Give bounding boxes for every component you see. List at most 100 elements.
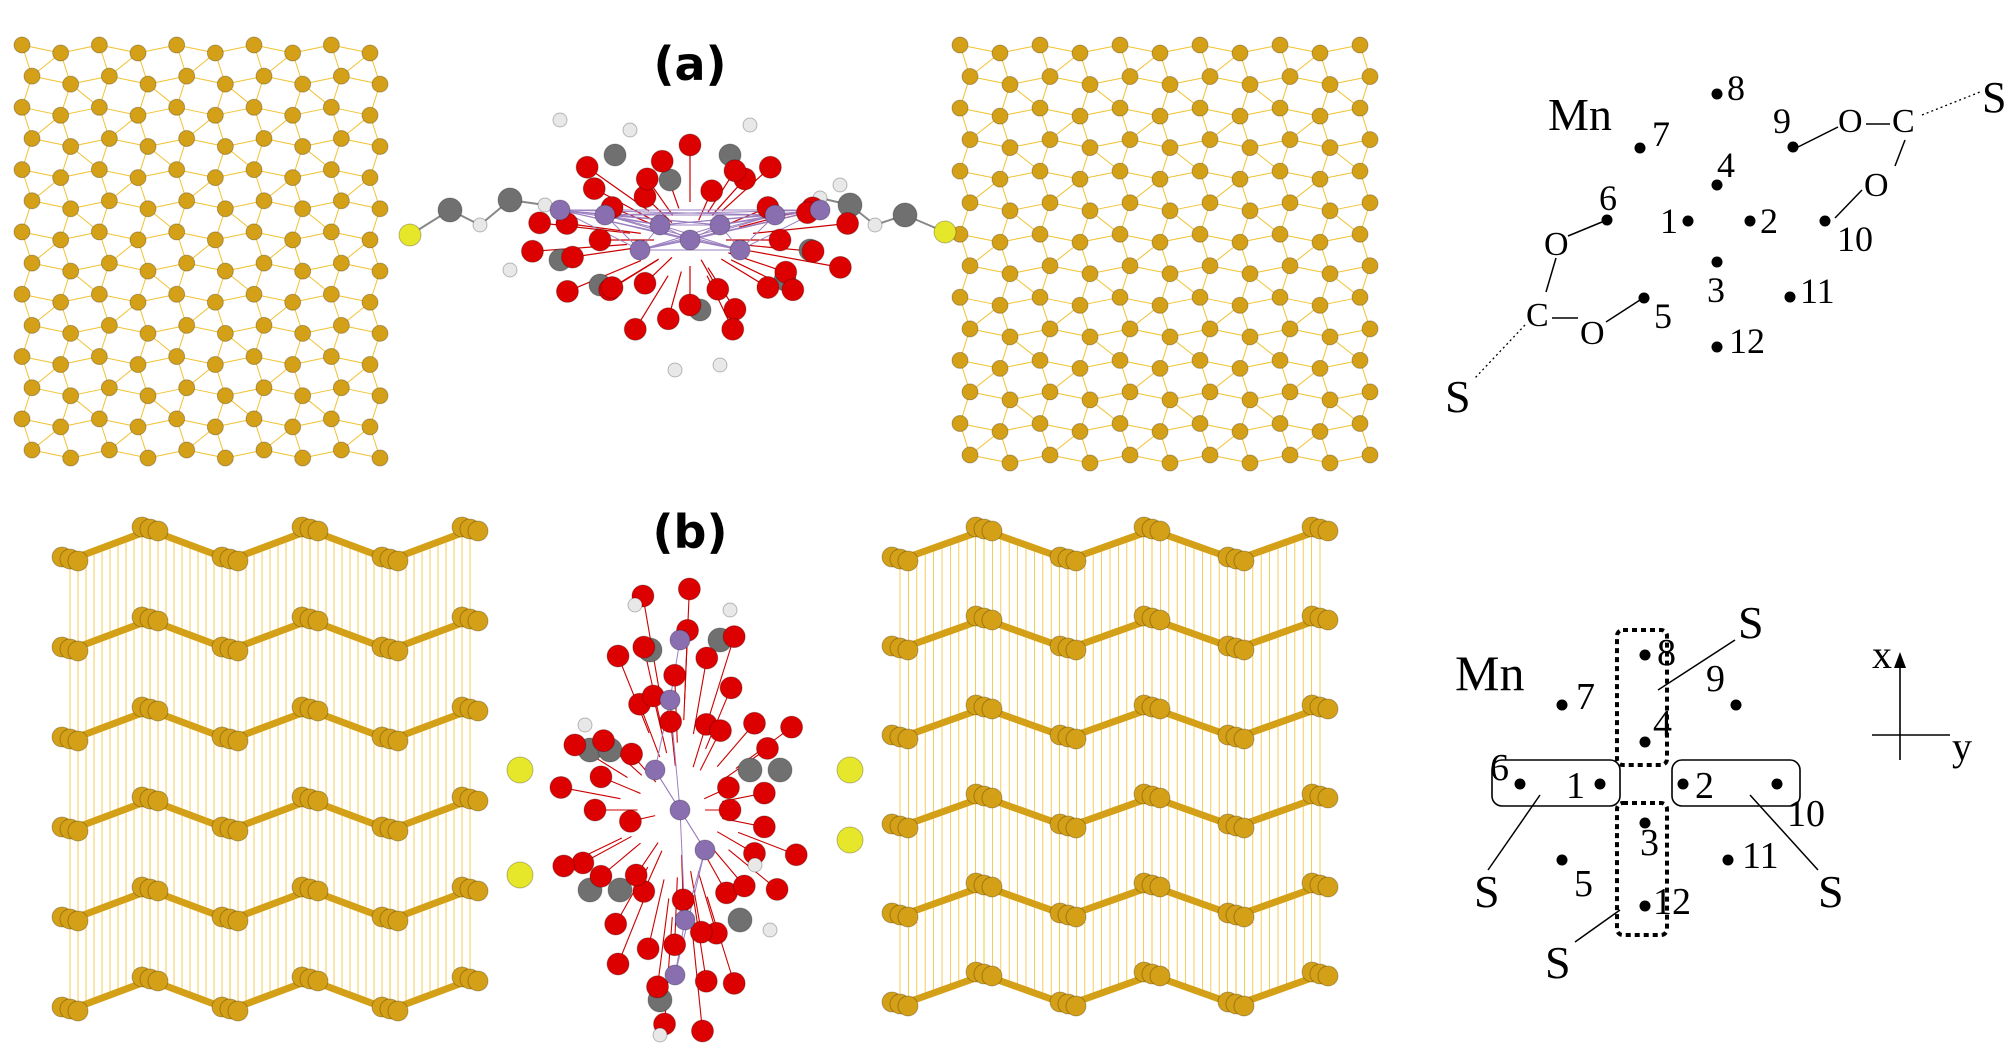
gold-atom — [23, 192, 41, 210]
oxygen-atom — [575, 155, 599, 179]
gold-atom — [1111, 351, 1129, 369]
manganese-atom — [594, 204, 616, 226]
gold-atom — [168, 161, 186, 179]
oxygen-atom — [623, 317, 647, 341]
gold-atom — [1317, 787, 1339, 809]
manganese-atom — [549, 199, 571, 221]
gold-atom — [332, 129, 350, 147]
mn-site-label: 4 — [1653, 703, 1672, 745]
gold-atom — [387, 550, 409, 572]
gold-atom — [62, 200, 80, 218]
gold-atom — [294, 449, 312, 467]
oxygen-atom — [678, 293, 702, 317]
gold-electrode-a-left — [13, 36, 389, 467]
oxygen-atom — [801, 239, 825, 263]
hydrogen-atom — [747, 857, 763, 873]
gold-atom — [1201, 68, 1219, 86]
gold-atom — [1001, 76, 1019, 94]
gold-atom — [991, 44, 1009, 62]
gold-atom — [1191, 351, 1209, 369]
gold-atom — [1231, 44, 1249, 62]
gold-atom — [168, 223, 186, 241]
gold-atom — [67, 910, 89, 932]
bond-line — [1894, 139, 1906, 167]
gold-atom — [284, 231, 302, 249]
gold-atom — [284, 44, 302, 62]
bond-line — [639, 209, 821, 251]
oxygen-atom — [583, 798, 607, 822]
gold-atom — [307, 970, 329, 992]
gold-atom — [1081, 328, 1099, 346]
gold-atom — [1001, 139, 1019, 157]
gold-atom — [1311, 233, 1329, 251]
carbon-atom — [727, 907, 753, 933]
mn-site-dot — [1784, 291, 1796, 303]
hydrogen-atom — [652, 1027, 668, 1043]
gold-atom — [1271, 162, 1289, 180]
axis-x-label: x — [1872, 632, 1892, 677]
gold-atom — [387, 1000, 409, 1022]
gold-atom — [13, 348, 31, 366]
gold-atom — [284, 356, 302, 374]
gold-atom — [206, 356, 224, 374]
gold-atom — [991, 422, 1009, 440]
gold-atom — [467, 610, 489, 632]
gold-atom — [1321, 76, 1339, 94]
gold-atom — [1081, 76, 1099, 94]
mn-site-label: 2 — [1695, 765, 1714, 807]
gold-atom — [23, 379, 41, 397]
gold-atom — [1065, 728, 1087, 750]
bond-line — [639, 224, 721, 251]
manganese-atom — [729, 239, 751, 261]
gold-atom — [322, 36, 340, 54]
ligand-atom-label: O — [1838, 103, 1863, 140]
gold-atom — [23, 254, 41, 272]
gold-atom — [1111, 225, 1129, 243]
carbon-atom — [892, 202, 918, 228]
gold-atom — [1151, 296, 1169, 314]
gold-atom — [991, 170, 1009, 188]
gold-atom — [961, 383, 979, 401]
gold-atom — [23, 441, 41, 459]
bond-line — [1797, 126, 1839, 148]
gold-atom — [1065, 550, 1087, 572]
gold-atom — [139, 75, 157, 93]
gold-atom — [147, 880, 169, 902]
gold-atom — [361, 44, 379, 62]
mn-site-dot — [1730, 699, 1742, 711]
gold-atom — [147, 970, 169, 992]
gold-atom — [1151, 233, 1169, 251]
gold-atom — [255, 441, 273, 459]
gold-atom — [371, 75, 389, 93]
gold-atom — [991, 107, 1009, 125]
oxygen-atom — [752, 815, 776, 839]
oxygen-atom — [722, 625, 746, 649]
gold-atom — [100, 192, 118, 210]
oxygen-atom — [690, 1019, 714, 1043]
oxygen-atom — [588, 228, 612, 252]
gold-atom — [139, 262, 157, 280]
mn-site-label: 6 — [1490, 747, 1509, 789]
panel-label-b: (b) — [653, 505, 728, 559]
gold-atom — [1041, 383, 1059, 401]
bond-line — [1605, 299, 1641, 323]
gold-atom — [1149, 965, 1171, 987]
manganese-atom — [694, 839, 716, 861]
gold-atom — [62, 449, 80, 467]
gold-atom — [361, 356, 379, 374]
gold-atom — [332, 254, 350, 272]
gold-atom — [90, 161, 108, 179]
gold-atom — [1321, 328, 1339, 346]
gold-atom — [1001, 391, 1019, 409]
gold-atom — [1149, 520, 1171, 542]
oxygen-atom — [552, 854, 576, 878]
rounded-group-box-left — [1491, 759, 1621, 807]
gold-atom — [1317, 520, 1339, 542]
ligand-atom-label: C — [1526, 297, 1549, 334]
gold-atom — [332, 192, 350, 210]
gold-atom — [467, 880, 489, 902]
gold-atom — [951, 162, 969, 180]
gold-atom — [1361, 194, 1379, 212]
bond-line — [656, 898, 670, 987]
